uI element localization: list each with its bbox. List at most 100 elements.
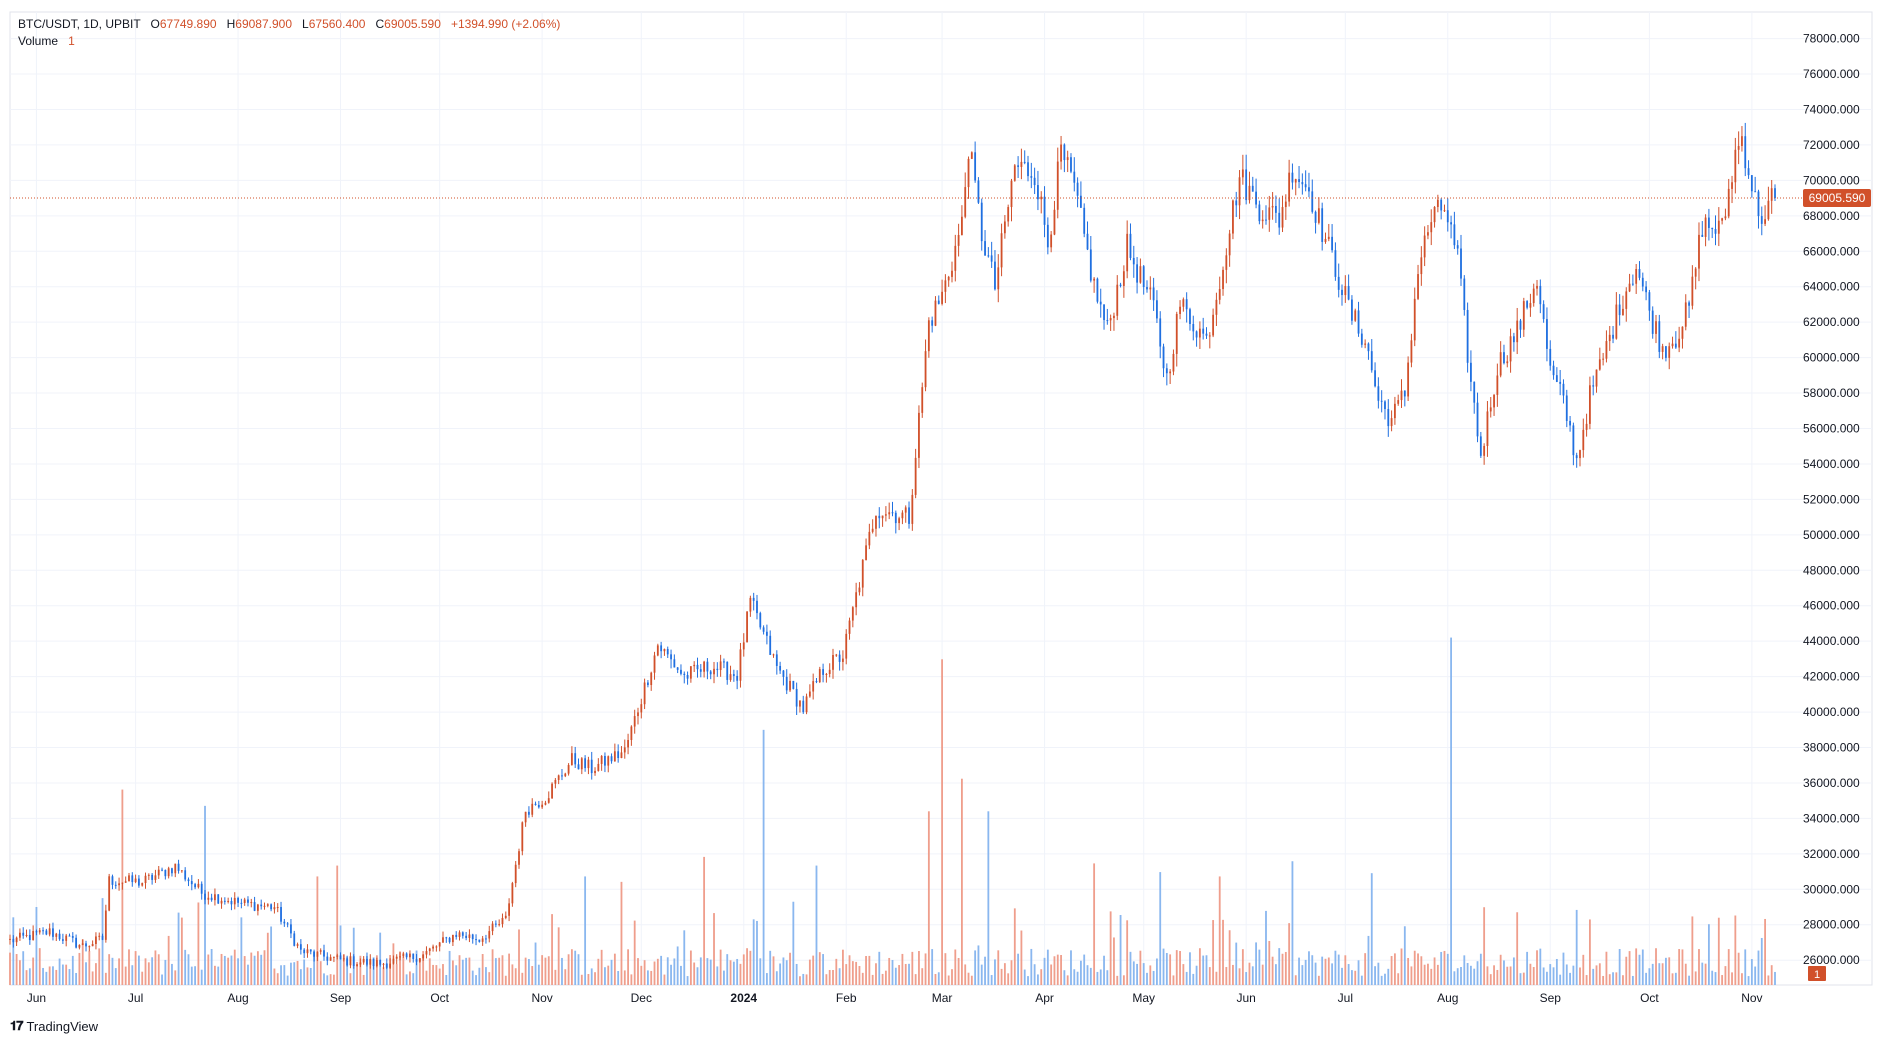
candle-body [1407,362,1410,397]
volume-bar [531,966,534,985]
candle-body [1684,302,1687,327]
candle [422,954,425,961]
candle [263,902,266,910]
candle [303,948,306,959]
volume-bar [1162,948,1165,985]
volume-bar [607,965,610,985]
candle [372,958,375,970]
volume-bar [1397,973,1400,985]
volume-bar [868,955,871,985]
volume-bar [775,971,778,985]
volume-bar [769,950,772,985]
candle-body [746,611,748,643]
volume-bar [845,964,848,985]
volume-bar [884,970,887,985]
candle [1499,341,1502,378]
legend-volume-label[interactable]: Volume [18,34,59,48]
candle [1582,418,1585,458]
candle-body [587,759,590,769]
volume-bar [52,966,54,985]
candle-body [309,949,312,952]
volume-bar [118,958,120,985]
candle [498,919,501,927]
candle [270,903,273,912]
candle [934,296,937,327]
candle [276,903,279,913]
candle-body [1427,232,1429,236]
candle-body [1562,383,1565,396]
candle-body [799,700,801,707]
candle [1327,223,1330,242]
candle-body [207,897,210,900]
candle [1503,344,1505,365]
y-tick-label: 26000.000 [1803,953,1860,967]
candle [544,800,547,806]
volume-bar [1251,966,1254,985]
candle-body [1003,221,1006,234]
candle-body [1139,266,1142,283]
volume-bar [313,951,315,985]
candle [389,958,392,969]
volume-bar [1622,975,1624,985]
candle-body [478,939,481,942]
candle-body [432,946,434,949]
y-tick-label: 58000.000 [1803,386,1860,400]
candle-body [465,935,468,938]
candle-body [415,959,418,962]
candle [531,798,534,818]
candle-body [597,763,600,771]
candle-body [1205,333,1208,336]
candle [247,896,249,907]
candle-body [280,907,282,922]
volume-bar [1122,975,1125,985]
candle-body [1010,180,1013,208]
candle [1674,331,1677,349]
candle [984,230,986,256]
candle-body [1522,301,1525,330]
candle [1565,389,1568,428]
candle-body [1473,381,1476,403]
candle [1684,294,1687,331]
candle [1410,333,1413,368]
candle [825,672,828,683]
volume-bar [1317,975,1320,985]
candle-body [1668,346,1671,358]
candle-body [812,681,815,692]
candle [1516,307,1519,355]
volume-bar [451,960,454,985]
candle-body [372,958,375,967]
volume-bar [719,949,722,985]
candle-body [1635,269,1638,284]
tradingview-brand[interactable]: 𝟏𝟕 TradingView [10,1018,98,1034]
candle [1364,339,1367,349]
candle [1185,292,1188,323]
candle-body [1764,219,1766,224]
legend-symbol[interactable]: BTC/USDT, 1D, UPBIT [18,17,141,31]
candle [137,875,140,888]
volume-bar [1165,952,1168,985]
candle-body [749,597,752,612]
candle [1308,172,1310,198]
candle-body [1453,224,1456,246]
candle-body [1489,407,1492,412]
volume-bar [114,968,117,985]
candle [299,939,302,955]
candle-body [871,528,874,532]
volume-bar [1351,970,1353,985]
candle-body [1579,450,1581,459]
candle-body [1552,365,1555,376]
volume-bar [1043,957,1046,985]
volume-bar [1489,974,1492,985]
candle [1466,302,1469,373]
candle [1189,307,1191,331]
candle [418,958,421,963]
candle-body [1106,320,1109,322]
candle-body [1546,319,1548,349]
candle-body [392,958,395,964]
volume-bar [1555,958,1558,985]
candle-body [1132,257,1135,265]
candle [689,666,692,683]
candle [346,955,349,967]
candle [881,515,884,527]
